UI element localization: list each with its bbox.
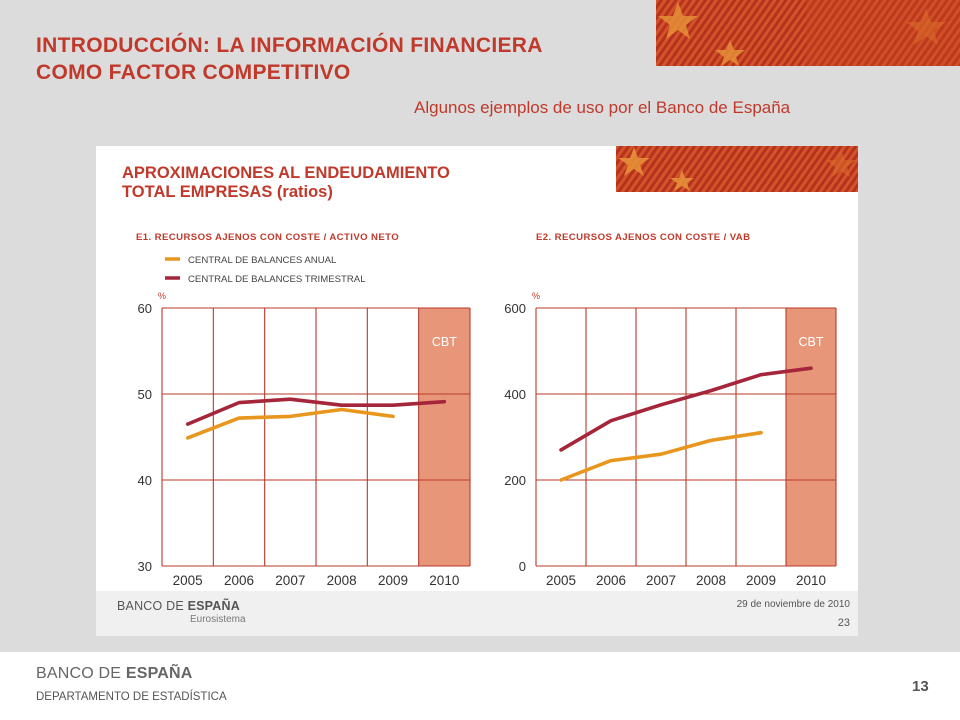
panel-date: 29 de noviembre de 2010 xyxy=(736,599,850,610)
chart1-series-line-anual xyxy=(185,407,395,440)
footer-department: DEPARTAMENTO DE ESTADÍSTICA xyxy=(36,691,227,703)
panel-footer: BANCO DE ESPAÑA Eurosistema 29 de noviem… xyxy=(96,591,858,636)
chart2-xtick-label: 2006 xyxy=(596,573,626,588)
chart1-xtick-label: 2007 xyxy=(275,573,305,588)
chart1-ytick-label: 60 xyxy=(138,301,152,316)
chart2-unit-label: % xyxy=(532,291,540,301)
panel-flag-banner xyxy=(616,146,858,192)
chart1-legend-label: CENTRAL DE BALANCES TRIMESTRAL xyxy=(188,274,366,285)
chart1-cbt-label: CBT xyxy=(432,335,457,349)
chart2-series-line-anual xyxy=(559,430,763,482)
chart1-title: E1. RECURSOS AJENOS CON COSTE / ACTIVO N… xyxy=(136,232,399,243)
chart1-xtick-label: 2008 xyxy=(327,573,357,588)
chart2-xtick-label: 2005 xyxy=(546,573,576,588)
chart2-xtick-label: 2010 xyxy=(796,573,826,588)
panel-logo-bold: ESPAÑA xyxy=(187,599,240,613)
chart2-cbt-band xyxy=(786,308,836,566)
chart1-xtick-label: 2005 xyxy=(173,573,203,588)
chart1-cbt-band xyxy=(418,308,470,566)
panel-title-line2: TOTAL EMPRESAS (ratios) xyxy=(122,183,333,201)
chart1-xtick-label: 2009 xyxy=(378,573,408,588)
chart2-xtick-label: 2009 xyxy=(746,573,776,588)
slide-title: INTRODUCCIÓN: LA INFORMACIÓN FINANCIERA … xyxy=(36,32,543,86)
panel-logo-sub: Eurosistema xyxy=(190,614,246,625)
flag-banner xyxy=(656,0,960,66)
chart1-xtick-label: 2006 xyxy=(224,573,254,588)
slide-subtitle: Algunos ejemplos de uso por el Banco de … xyxy=(414,98,791,117)
footer-logo-light: BANCO DE xyxy=(36,665,126,682)
panel-logo-light: BANCO DE xyxy=(117,599,188,613)
chart1-ytick-label: 40 xyxy=(138,473,152,488)
chart2-ytick-label: 0 xyxy=(519,559,526,574)
chart1-ytick-label: 30 xyxy=(138,559,152,574)
chart2-xtick-label: 2008 xyxy=(696,573,726,588)
panel-page-number: 23 xyxy=(837,617,850,629)
panel-title: APROXIMACIONES AL ENDEUDAMIENTO TOTAL EM… xyxy=(122,164,450,202)
chart2-xtick-label: 2007 xyxy=(646,573,676,588)
chart2-ytick-label: 600 xyxy=(504,301,526,316)
slide-title-line2: COMO FACTOR COMPETITIVO xyxy=(36,61,351,84)
chart1-series-line-trimestral xyxy=(185,397,447,426)
slide-page-number: 13 xyxy=(912,678,929,695)
chart1-xtick-label: 2010 xyxy=(429,573,459,588)
charts-svg: E1. RECURSOS AJENOS CON COSTE / ACTIVO N… xyxy=(136,232,837,588)
chart2-ytick-label: 200 xyxy=(504,473,526,488)
slide-title-line1: INTRODUCCIÓN: LA INFORMACIÓN FINANCIERA xyxy=(36,34,543,57)
chart1-ytick-label: 50 xyxy=(138,387,152,402)
footer-logo-bold: ESPAÑA xyxy=(125,665,193,682)
chart2-title: E2. RECURSOS AJENOS CON COSTE / VAB xyxy=(536,232,750,243)
chart-panel: APROXIMACIONES AL ENDEUDAMIENTO TOTAL EM… xyxy=(96,146,858,636)
chart2-ytick-label: 400 xyxy=(504,387,526,402)
panel-title-line1: APROXIMACIONES AL ENDEUDAMIENTO xyxy=(122,164,450,182)
chart1-legend-label: CENTRAL DE BALANCES ANUAL xyxy=(188,255,337,266)
chart1-unit-label: % xyxy=(158,291,166,301)
footer-bank-logo: BANCO DE ESPAÑA xyxy=(36,665,193,683)
chart2-series-line-trimestral xyxy=(559,366,813,452)
panel-bank-logo: BANCO DE ESPAÑA xyxy=(117,599,240,613)
chart2-cbt-label: CBT xyxy=(799,335,824,349)
